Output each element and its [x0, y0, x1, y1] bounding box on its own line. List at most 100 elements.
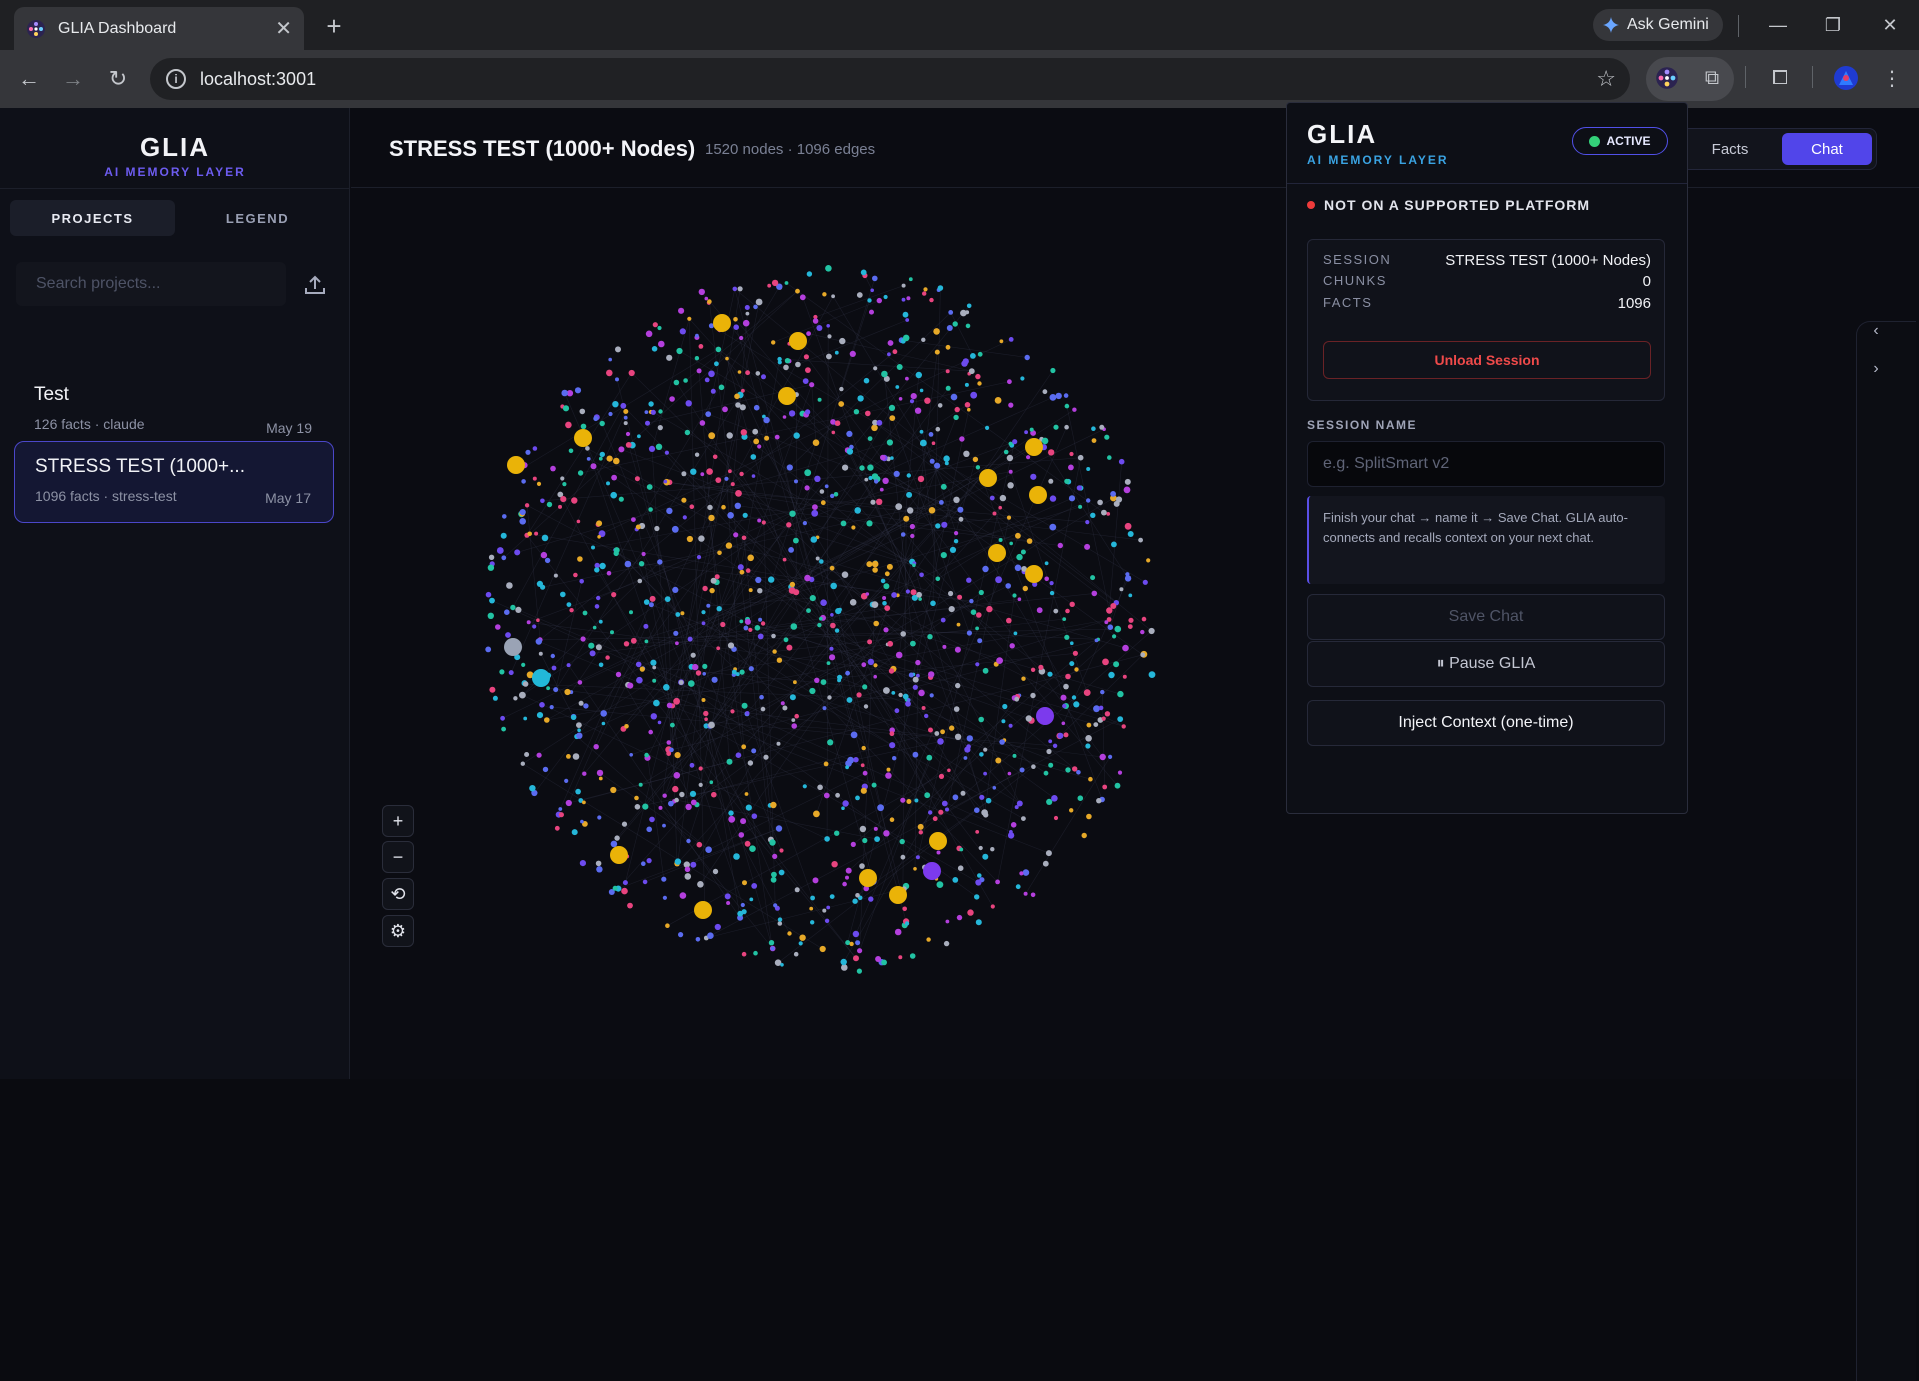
graph-node[interactable]	[835, 628, 839, 632]
graph-node[interactable]	[1073, 701, 1079, 707]
pause-glia-button[interactable]: ⏸ Pause GLIA	[1307, 641, 1665, 687]
graph-node[interactable]	[883, 583, 889, 589]
graph-node[interactable]	[891, 592, 897, 598]
graph-node[interactable]	[663, 896, 667, 900]
graph-node[interactable]	[975, 830, 979, 834]
graph-node[interactable]	[1115, 626, 1122, 633]
tab-legend[interactable]: LEGEND	[175, 200, 340, 236]
graph-node[interactable]	[758, 634, 764, 640]
upload-icon[interactable]	[302, 274, 328, 296]
graph-node[interactable]	[953, 794, 959, 800]
graph-node[interactable]	[707, 299, 712, 304]
graph-node[interactable]	[740, 570, 745, 575]
graph-node[interactable]	[818, 398, 822, 402]
graph-node[interactable]	[841, 806, 845, 810]
graph-node[interactable]	[649, 446, 655, 452]
graph-node[interactable]	[1048, 763, 1053, 768]
graph-node[interactable]	[649, 602, 654, 607]
graph-node[interactable]	[552, 666, 557, 671]
graph-node[interactable]	[872, 276, 878, 282]
graph-node[interactable]	[834, 492, 839, 497]
graph-node[interactable]	[1128, 618, 1133, 623]
graph-node[interactable]	[685, 804, 691, 810]
graph-node[interactable]	[771, 946, 775, 950]
graph-node[interactable]	[967, 630, 972, 635]
graph-node[interactable]	[1030, 428, 1034, 432]
graph-node[interactable]	[650, 660, 656, 666]
graph-node[interactable]	[913, 677, 919, 683]
graph-node[interactable]	[892, 756, 896, 760]
settings-gear-icon[interactable]: ⚙	[382, 915, 414, 947]
graph-node[interactable]	[700, 420, 706, 426]
graph-node[interactable]	[596, 866, 602, 872]
graph-node[interactable]	[914, 799, 918, 803]
graph-node[interactable]	[644, 753, 649, 758]
graph-node[interactable]	[929, 298, 933, 302]
browser-menu-icon[interactable]: ⋮	[1877, 63, 1907, 93]
graph-node[interactable]	[953, 415, 958, 420]
graph-node[interactable]	[975, 662, 979, 666]
graph-node[interactable]	[702, 664, 707, 669]
graph-node[interactable]	[1000, 339, 1004, 343]
graph-node[interactable]	[938, 810, 943, 815]
graph-node[interactable]	[895, 929, 902, 936]
graph-node[interactable]	[976, 612, 982, 618]
graph-node[interactable]	[1115, 783, 1121, 789]
graph-node[interactable]	[1073, 651, 1078, 656]
graph-node[interactable]	[887, 352, 891, 356]
graph-node[interactable]	[741, 903, 745, 907]
graph-node[interactable]	[884, 295, 888, 299]
graph-node[interactable]	[977, 638, 982, 643]
graph-node[interactable]	[1078, 455, 1084, 461]
graph-node[interactable]	[690, 791, 696, 797]
graph-node[interactable]	[1068, 465, 1074, 471]
graph-node[interactable]	[725, 357, 729, 361]
graph-node[interactable]	[648, 401, 653, 406]
graph-node[interactable]	[795, 887, 800, 892]
graph-node[interactable]	[501, 555, 506, 560]
graph-node[interactable]	[816, 557, 820, 561]
graph-node[interactable]	[936, 427, 941, 432]
graph-node[interactable]	[872, 783, 877, 788]
graph-node[interactable]	[707, 505, 712, 510]
graph-node[interactable]	[889, 742, 895, 748]
graph-node[interactable]	[885, 772, 891, 778]
graph-node[interactable]	[967, 909, 973, 915]
graph-node[interactable]	[761, 621, 765, 625]
graph-node[interactable]	[820, 599, 827, 606]
graph-node[interactable]	[580, 820, 584, 824]
graph-node[interactable]	[1092, 591, 1098, 597]
graph-node[interactable]	[804, 469, 811, 476]
graph-node[interactable]	[1044, 771, 1049, 776]
graph-node[interactable]	[921, 338, 925, 342]
graph-node[interactable]	[544, 717, 550, 723]
graph-node[interactable]	[579, 579, 584, 584]
graph-node[interactable]	[751, 883, 757, 889]
graph-node[interactable]	[623, 880, 628, 885]
graph-node[interactable]	[1106, 607, 1112, 613]
graph-node[interactable]	[983, 748, 987, 752]
graph-node[interactable]	[663, 684, 670, 691]
graph-node[interactable]	[681, 498, 686, 503]
graph-node[interactable]	[1100, 690, 1104, 694]
graph-node[interactable]	[640, 667, 645, 672]
graph-node[interactable]	[952, 877, 958, 883]
graph-node[interactable]	[681, 471, 686, 476]
graph-node[interactable]	[596, 644, 602, 650]
graph-node[interactable]	[803, 378, 809, 384]
graph-node[interactable]	[995, 758, 1001, 764]
graph-node[interactable]	[947, 769, 951, 773]
graph-node[interactable]	[824, 793, 830, 799]
graph-node[interactable]	[937, 851, 941, 855]
graph-node[interactable]	[627, 903, 633, 909]
graph-node[interactable]	[959, 517, 964, 522]
graph-node[interactable]	[664, 480, 668, 484]
graph-node[interactable]	[867, 298, 871, 302]
graph-node[interactable]	[678, 308, 684, 314]
graph-node[interactable]	[1110, 491, 1116, 497]
graph-node[interactable]	[752, 429, 758, 435]
graph-node[interactable]	[564, 689, 570, 695]
graph-node[interactable]	[534, 532, 538, 536]
graph-node[interactable]	[1076, 770, 1081, 775]
graph-node[interactable]	[1026, 455, 1030, 459]
